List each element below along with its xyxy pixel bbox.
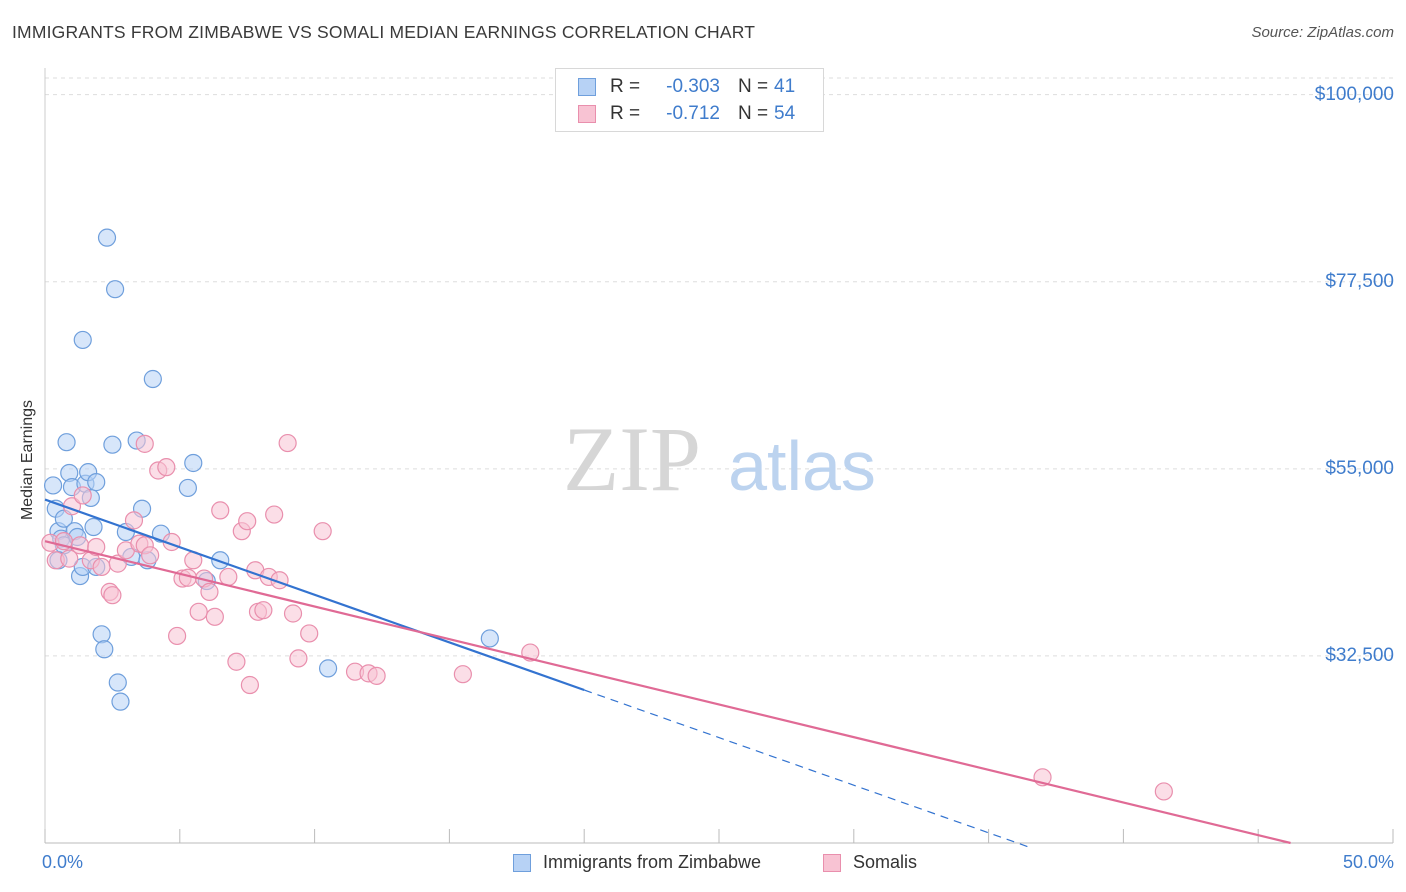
zimbabwe-point — [87, 473, 106, 492]
zimbabwe-point — [211, 551, 230, 570]
zimbabwe-point — [97, 228, 117, 247]
watermark-atlas: atlas — [728, 427, 876, 505]
trend-lines — [44, 498, 1291, 848]
legend-r-value: -0.303 — [666, 76, 720, 97]
somali-point — [124, 511, 144, 530]
somali-point — [103, 586, 122, 605]
somali-point — [135, 434, 154, 453]
watermark-zip: ZIP — [563, 408, 701, 510]
data-points — [41, 228, 1173, 801]
zimbabwe-point — [92, 625, 111, 644]
zimbabwe-point — [178, 478, 197, 498]
legend-n-label: N = — [738, 76, 769, 97]
legend-swatch-zimbabwe — [513, 853, 531, 872]
legend-n-value: 54 — [774, 103, 796, 124]
axes — [44, 68, 1394, 844]
y-tick-label: $77,500 — [1325, 270, 1394, 292]
somali-point — [300, 624, 319, 643]
y-tick-label: $55,000 — [1325, 457, 1394, 479]
correlation-legend: R = -0.303 N = 41 R = -0.712 N = 54 — [555, 68, 824, 132]
somali-point — [453, 665, 472, 684]
y-tick-label: $32,500 — [1325, 644, 1394, 666]
legend-swatch-zimbabwe — [578, 78, 596, 96]
zimbabwe-point — [184, 453, 203, 473]
somali-point — [254, 601, 273, 620]
x-tick-label-min: 0.0% — [42, 852, 84, 872]
somali-point — [278, 433, 297, 453]
legend-swatch-somali — [823, 853, 841, 872]
legend-row-somali: R = -0.712 N = 54 — [578, 102, 795, 126]
somali-point — [367, 666, 386, 685]
legend-n-label: N = — [738, 103, 769, 124]
somali-point — [283, 604, 303, 623]
legend-swatch-somali — [578, 105, 596, 123]
zimbabwe-point — [318, 659, 338, 678]
somali-point — [289, 649, 308, 668]
legend-n-value: 41 — [774, 76, 796, 97]
chart-title: IMMIGRANTS FROM ZIMBABWE VS SOMALI MEDIA… — [12, 22, 756, 42]
source-label: Source: ZipAtlas.com — [1251, 24, 1394, 41]
somali-point — [87, 537, 106, 557]
zimbabwe-point — [95, 640, 114, 659]
zimbabwe-point — [103, 435, 122, 454]
zimbabwe-point — [73, 330, 92, 350]
legend-row-zimbabwe: R = -0.303 N = 41 — [578, 75, 795, 99]
legend-label-zimbabwe: Immigrants from Zimbabwe — [543, 852, 762, 872]
zimbabwe-trend-extension — [584, 689, 1030, 848]
zimbabwe-point — [143, 369, 162, 389]
bottom-legend-zimbabwe[interactable]: Immigrants from Zimbabwe — [513, 852, 761, 873]
somali-point — [141, 546, 160, 565]
somali-point — [227, 652, 246, 671]
y-tick-label: $100,000 — [1314, 83, 1394, 105]
somali-point — [238, 512, 257, 531]
somali-point — [189, 602, 208, 621]
bottom-legend-somali[interactable]: Somalis — [823, 852, 917, 873]
somali-point — [313, 522, 332, 541]
somali-point — [168, 626, 187, 646]
somali-point — [92, 557, 111, 577]
somali-point — [1154, 782, 1173, 801]
legend-label-somali: Somalis — [853, 852, 918, 872]
zimbabwe-point — [84, 517, 103, 537]
somali-point — [240, 675, 259, 695]
legend-r-label: R = — [610, 103, 641, 124]
somali-point — [265, 505, 284, 524]
x-tick-label-max: 50.0% — [1342, 852, 1394, 872]
zimbabwe-point — [57, 433, 76, 452]
watermark: ZIP atlas — [563, 408, 876, 510]
zimbabwe-point — [105, 280, 125, 299]
somali-point — [211, 501, 230, 520]
somali-point — [219, 567, 238, 587]
zimbabwe-point — [111, 692, 130, 711]
legend-r-value: -0.712 — [666, 103, 720, 124]
somali-trend-line — [44, 540, 1291, 845]
legend-r-label: R = — [610, 76, 641, 97]
somali-point — [73, 486, 92, 505]
somali-point — [60, 549, 79, 568]
somali-point — [157, 458, 176, 477]
zimbabwe-point — [108, 673, 127, 692]
somali-point — [205, 607, 224, 626]
somali-point — [200, 582, 219, 601]
zimbabwe-point — [43, 476, 63, 495]
zimbabwe-point — [480, 629, 499, 648]
zimbabwe-trend-line — [44, 498, 585, 692]
